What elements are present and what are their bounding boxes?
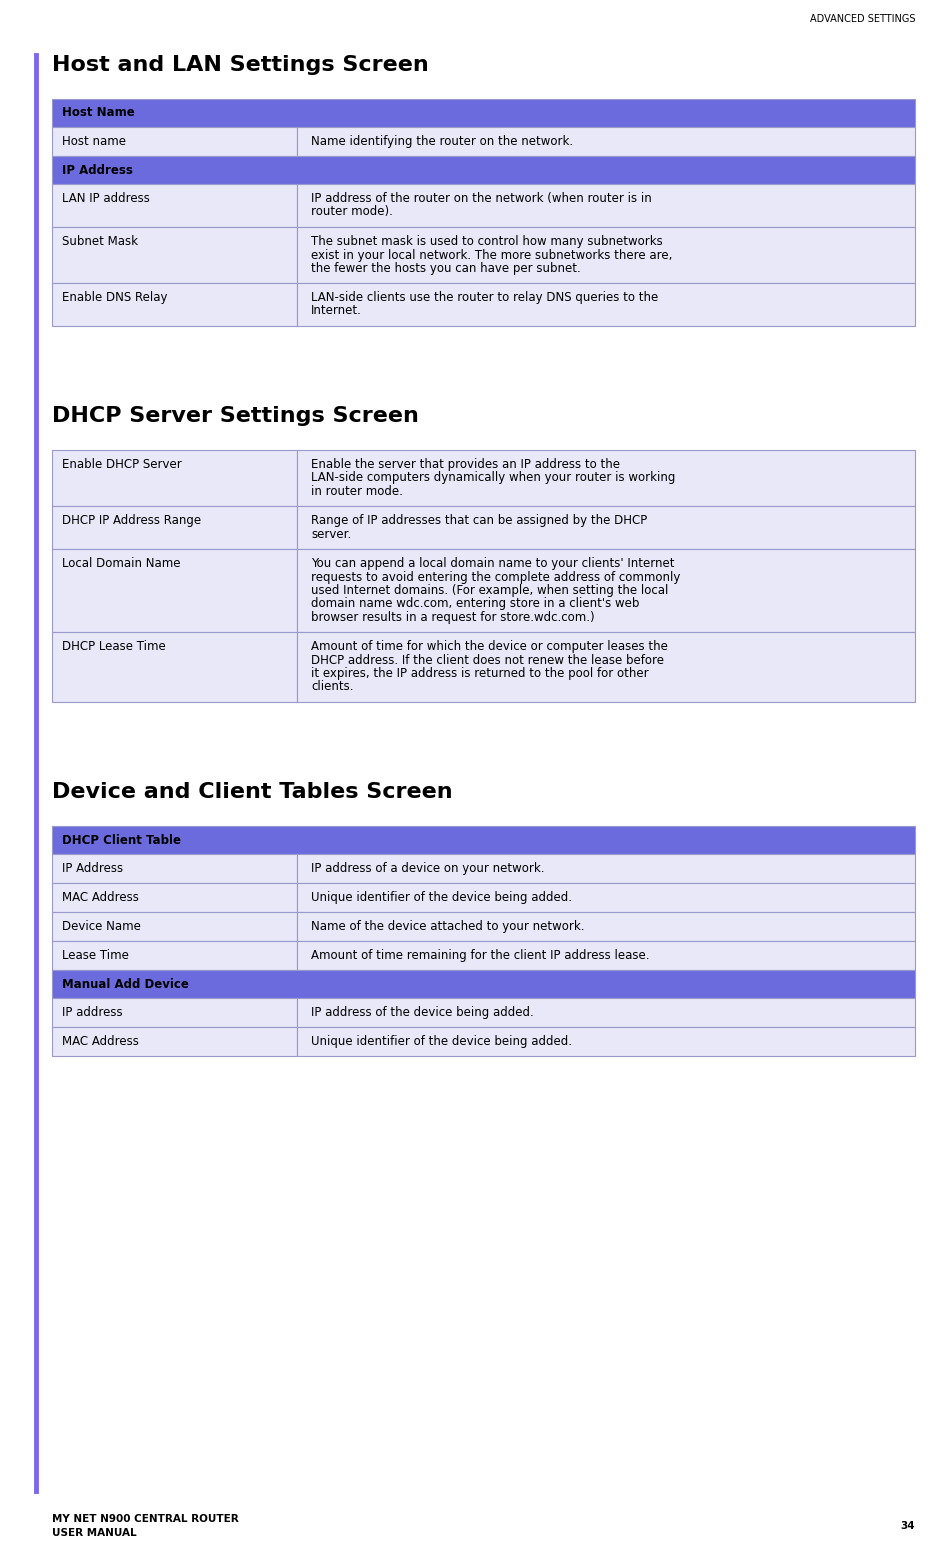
Text: ADVANCED SETTINGS: ADVANCED SETTINGS [809,14,915,25]
Text: Amount of time for which the device or computer leases the: Amount of time for which the device or c… [311,640,668,652]
Text: DHCP IP Address Range: DHCP IP Address Range [62,513,201,527]
Text: DHCP Server Settings Screen: DHCP Server Settings Screen [52,407,419,427]
Bar [52,826,915,853]
Bar [52,853,297,883]
Text: MY NET N900 CENTRAL ROUTER: MY NET N900 CENTRAL ROUTER [52,1514,239,1524]
Text: Subnet Mask: Subnet Mask [62,235,138,247]
Bar [297,883,915,912]
Text: IP address of the router on the network (when router is in: IP address of the router on the network … [311,192,652,206]
Bar [52,912,297,942]
Text: The subnet mask is used to control how many subnetworks: The subnet mask is used to control how m… [311,235,663,247]
Text: server.: server. [311,527,351,541]
Text: it expires, the IP address is returned to the pool for other: it expires, the IP address is returned t… [311,666,649,680]
Bar [52,969,915,999]
Bar [297,184,915,227]
Text: router mode).: router mode). [311,206,393,218]
Text: Host and LAN Settings Screen: Host and LAN Settings Screen [52,56,429,76]
Text: IP address: IP address [62,1006,123,1019]
Bar [52,1027,297,1056]
Text: MAC Address: MAC Address [62,1034,139,1048]
Text: Enable DHCP Server: Enable DHCP Server [62,458,182,472]
Text: exist in your local network. The more subnetworks there are,: exist in your local network. The more su… [311,249,672,261]
Bar [52,283,297,326]
Bar [297,127,915,156]
Bar [297,912,915,942]
Text: Enable DNS Relay: Enable DNS Relay [62,291,167,305]
Text: DHCP address. If the client does not renew the lease before: DHCP address. If the client does not ren… [311,654,664,666]
Text: LAN-side computers dynamically when your router is working: LAN-side computers dynamically when your… [311,472,675,484]
Bar [52,450,297,506]
Bar [52,549,297,632]
Bar [52,127,297,156]
Text: used Internet domains. (For example, when setting the local: used Internet domains. (For example, whe… [311,584,669,597]
Bar [297,549,915,632]
Text: requests to avoid entering the complete address of commonly: requests to avoid entering the complete … [311,570,681,583]
Bar [297,227,915,283]
Bar [52,156,915,184]
Text: IP address of the device being added.: IP address of the device being added. [311,1006,533,1019]
Text: Unique identifier of the device being added.: Unique identifier of the device being ad… [311,1034,572,1048]
Text: Device and Client Tables Screen: Device and Client Tables Screen [52,782,453,802]
Text: Amount of time remaining for the client IP address lease.: Amount of time remaining for the client … [311,949,650,962]
Text: IP Address: IP Address [62,164,133,176]
Bar [297,942,915,969]
Text: in router mode.: in router mode. [311,485,403,498]
Bar [52,184,297,227]
Text: You can append a local domain name to your clients' Internet: You can append a local domain name to yo… [311,557,674,570]
Bar [52,506,297,549]
Text: Enable the server that provides an IP address to the: Enable the server that provides an IP ad… [311,458,620,472]
Bar [52,632,297,702]
Text: DHCP Client Table: DHCP Client Table [62,833,181,847]
Bar [297,999,915,1027]
Text: Manual Add Device: Manual Add Device [62,977,189,991]
Text: clients.: clients. [311,680,353,694]
Text: MAC Address: MAC Address [62,890,139,904]
Bar [52,883,297,912]
Bar [297,1027,915,1056]
Text: Host name: Host name [62,135,126,148]
Text: Name of the device attached to your network.: Name of the device attached to your netw… [311,920,584,932]
Bar [297,506,915,549]
Bar [52,999,297,1027]
Bar [297,632,915,702]
Text: Device Name: Device Name [62,920,141,932]
Text: IP address of a device on your network.: IP address of a device on your network. [311,863,545,875]
Text: browser results in a request for store.wdc.com.): browser results in a request for store.w… [311,611,594,625]
Text: DHCP Lease Time: DHCP Lease Time [62,640,166,652]
Bar [52,99,915,127]
Text: domain name wdc.com, entering store in a client's web: domain name wdc.com, entering store in a… [311,597,639,611]
Text: LAN IP address: LAN IP address [62,192,150,206]
Bar [297,450,915,506]
Text: IP Address: IP Address [62,863,123,875]
Text: the fewer the hosts you can have per subnet.: the fewer the hosts you can have per sub… [311,261,580,275]
Bar [52,227,297,283]
Bar [297,853,915,883]
Text: Host Name: Host Name [62,107,135,119]
Bar [52,942,297,969]
Text: Lease Time: Lease Time [62,949,129,962]
Text: USER MANUAL: USER MANUAL [52,1527,137,1538]
Bar [297,283,915,326]
Text: Name identifying the router on the network.: Name identifying the router on the netwo… [311,135,573,148]
Text: Internet.: Internet. [311,305,362,317]
Text: Range of IP addresses that can be assigned by the DHCP: Range of IP addresses that can be assign… [311,513,647,527]
Text: Unique identifier of the device being added.: Unique identifier of the device being ad… [311,890,572,904]
Text: LAN-side clients use the router to relay DNS queries to the: LAN-side clients use the router to relay… [311,291,658,305]
Text: 34: 34 [901,1521,915,1531]
Text: Local Domain Name: Local Domain Name [62,557,180,570]
